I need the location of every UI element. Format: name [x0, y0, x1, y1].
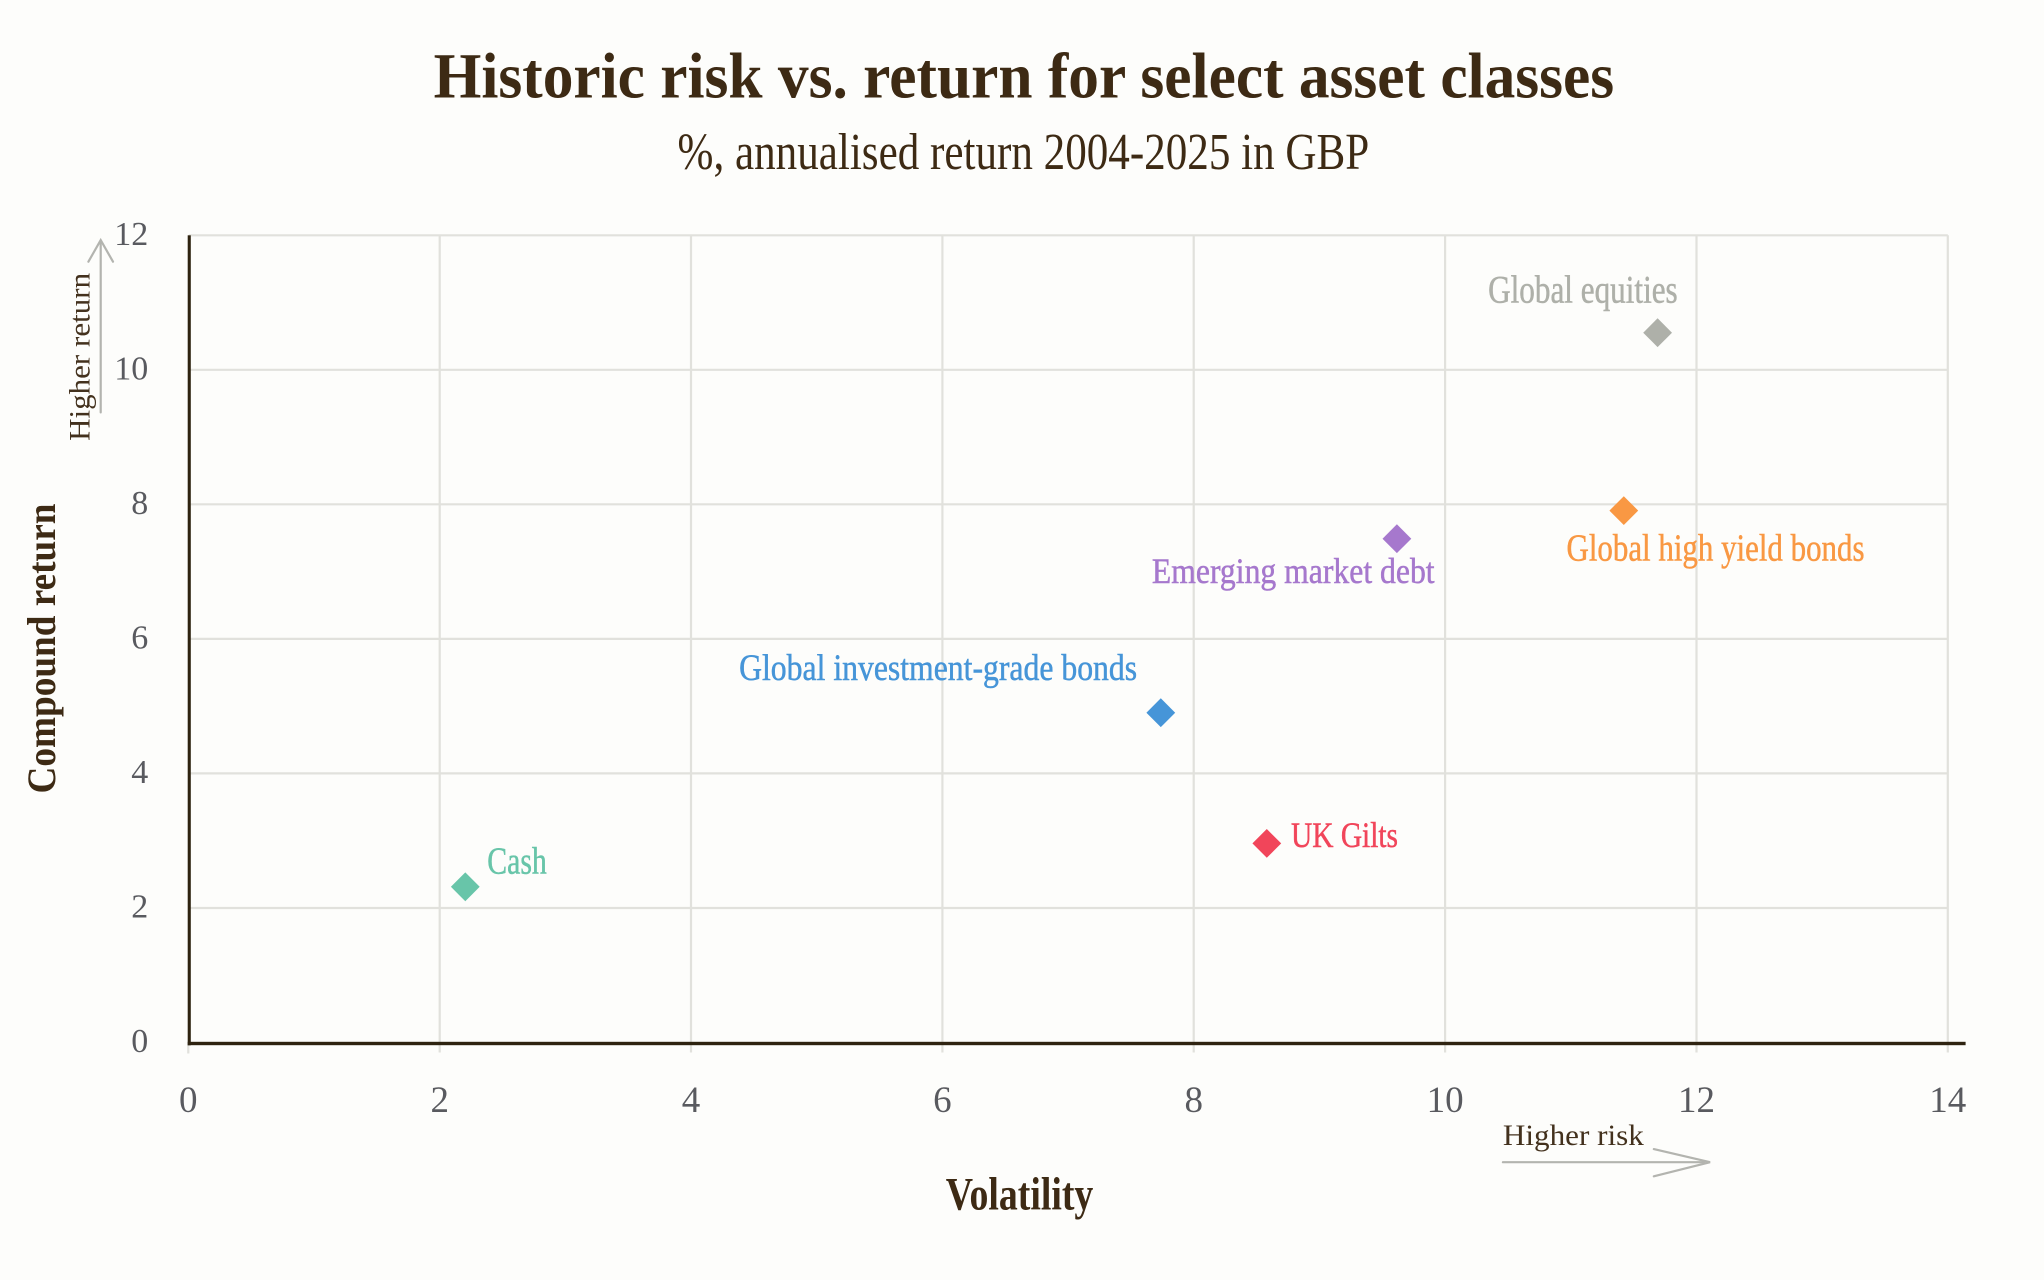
- svg-text:Historic risk vs. return for s: Historic risk vs. return for select asse…: [434, 40, 1615, 112]
- svg-text:Global high yield bonds: Global high yield bonds: [1567, 527, 1865, 569]
- svg-text:12: 12: [114, 216, 148, 253]
- svg-text:Volatility: Volatility: [946, 1168, 1094, 1220]
- svg-text:0: 0: [179, 1080, 198, 1121]
- svg-text:8: 8: [1184, 1080, 1203, 1121]
- svg-text:14: 14: [1929, 1080, 1966, 1121]
- svg-text:4: 4: [682, 1080, 701, 1121]
- svg-text:Higher return: Higher return: [64, 273, 97, 441]
- svg-text:0: 0: [131, 1023, 148, 1060]
- svg-text:10: 10: [1427, 1080, 1464, 1121]
- svg-text:UK Gilts: UK Gilts: [1291, 815, 1398, 855]
- svg-text:6: 6: [131, 619, 148, 656]
- svg-text:Global equities: Global equities: [1488, 269, 1678, 312]
- svg-text:10: 10: [114, 350, 148, 387]
- svg-text:8: 8: [131, 485, 148, 522]
- svg-text:Global investment-grade bonds: Global investment-grade bonds: [739, 648, 1137, 689]
- svg-text:%, annualised return 2004-2025: %, annualised return 2004-2025 in GBP: [678, 124, 1370, 181]
- svg-text:6: 6: [933, 1080, 952, 1121]
- svg-text:2: 2: [131, 889, 148, 926]
- svg-text:4: 4: [131, 754, 148, 791]
- svg-text:2: 2: [430, 1080, 449, 1121]
- svg-text:Higher risk: Higher risk: [1503, 1119, 1644, 1152]
- svg-text:12: 12: [1678, 1080, 1715, 1121]
- svg-text:Emerging market debt: Emerging market debt: [1152, 551, 1435, 591]
- svg-text:Compound return: Compound return: [19, 504, 64, 794]
- svg-text:Cash: Cash: [487, 841, 547, 883]
